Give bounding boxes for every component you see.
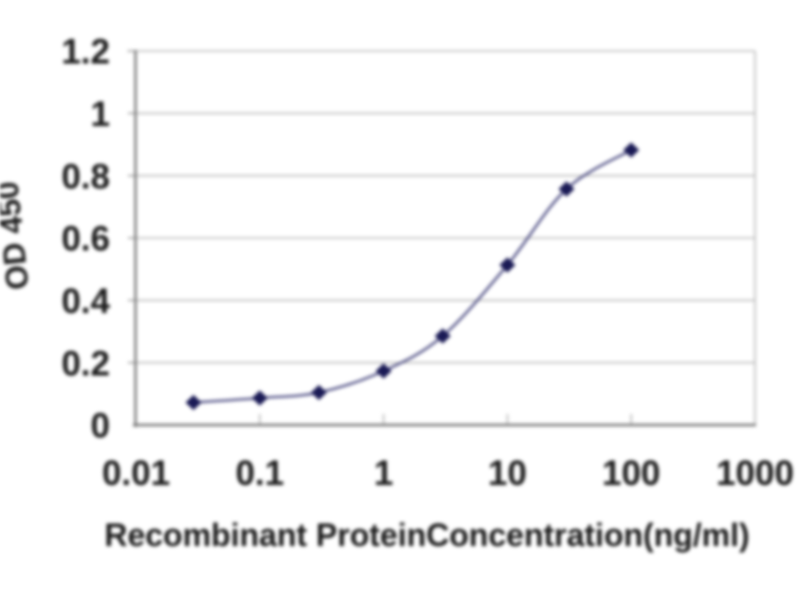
svg-text:0.4: 0.4 xyxy=(61,282,110,321)
svg-text:10: 10 xyxy=(488,454,527,493)
svg-text:0.8: 0.8 xyxy=(61,157,110,196)
svg-text:OD 450: OD 450 xyxy=(0,180,36,292)
svg-text:0: 0 xyxy=(91,407,110,446)
svg-text:0.01: 0.01 xyxy=(102,454,170,493)
svg-text:100: 100 xyxy=(602,454,660,493)
svg-text:1.2: 1.2 xyxy=(61,33,110,72)
svg-text:1000: 1000 xyxy=(716,454,794,493)
svg-text:0.2: 0.2 xyxy=(61,344,110,383)
svg-text:0.6: 0.6 xyxy=(61,220,110,259)
svg-text:Recombinant ProteinConcentrati: Recombinant ProteinConcentration(ng/ml) xyxy=(104,517,749,553)
svg-text:0.1: 0.1 xyxy=(235,454,284,493)
svg-text:1: 1 xyxy=(91,95,110,134)
svg-text:1: 1 xyxy=(374,454,393,493)
